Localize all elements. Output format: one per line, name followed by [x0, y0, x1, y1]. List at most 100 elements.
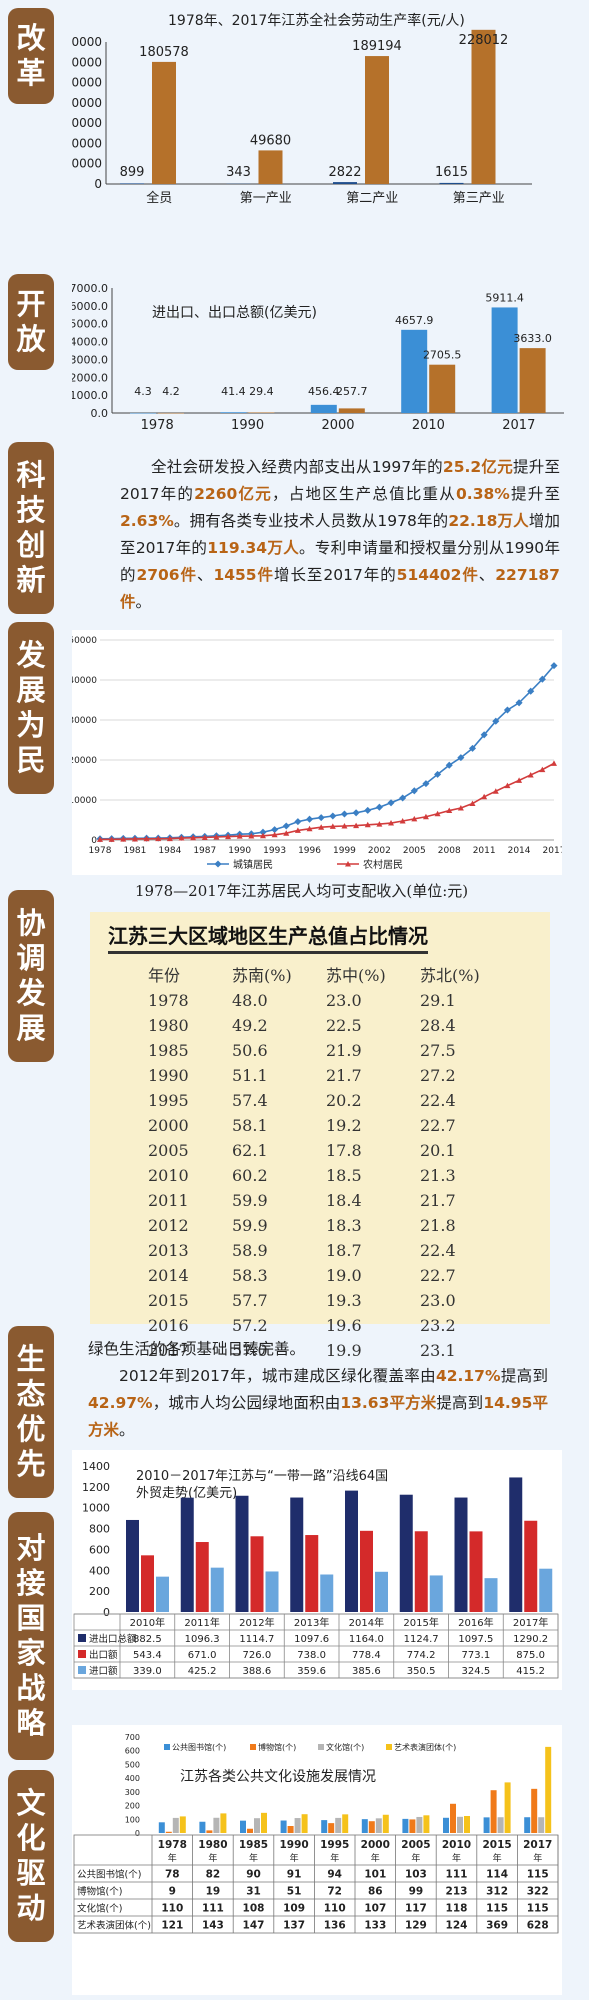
chart4-ytick-label: 400 [89, 1564, 110, 1577]
chart5-year-suffix: 年 [411, 1852, 420, 1864]
chart3-point-rural [166, 835, 173, 842]
table-cell: 22.7 [420, 1116, 456, 1135]
chart3-point-rural [516, 777, 523, 783]
chart5-ytick-label: 700 [125, 1733, 140, 1742]
chart1-category-label: 全员 [146, 190, 172, 206]
chart4-bar-2 [429, 1575, 443, 1612]
chart2-ytick-label: 7000.0 [72, 282, 108, 295]
chart5-table-value: 136 [324, 1920, 346, 1932]
chart3-point-rural [283, 830, 290, 836]
rd-text-20: 。 [135, 593, 152, 611]
chart1-ytick-label: 210000 [72, 35, 102, 49]
chart5-bar-3 [179, 1816, 186, 1833]
chart5-title: 江苏各类公共文化设施发展情况 [180, 1769, 376, 1785]
table-cell: 23.0 [326, 991, 362, 1010]
chart3-legend-marker [214, 860, 222, 868]
chart2-ytick-label: 4000.0 [72, 336, 108, 349]
chart3-point-urban [527, 687, 535, 695]
chart3-point-urban [410, 787, 418, 795]
chart5-table-value: 115 [527, 1903, 549, 1915]
chart5-table-value: 117 [405, 1903, 427, 1915]
chart1-value-label-1978: 1615 [435, 165, 468, 180]
green-intro-line: 绿色生活的各项基础日臻完善。 [88, 1336, 548, 1363]
chart2-ytick-label: 1000.0 [72, 389, 108, 402]
chart2-svg: 0.0 1000.0 2000.0 3000.0 4000.0 5000.0 6000.0 7… [72, 282, 564, 433]
chart4-legend-label: 进出口总额 [89, 1633, 137, 1645]
chart4-table-value: 1290.2 [513, 1634, 548, 1645]
green-intro-text: 绿色生活的各项基础日臻完善。 [88, 1340, 306, 1358]
chart5-bar-2 [538, 1817, 545, 1833]
table-cell: 2017 [148, 1341, 189, 1360]
chart4-ytick-label: 800 [89, 1523, 110, 1536]
chart3-xtick-label: 1978 [89, 846, 112, 856]
chart5-legend-swatch [318, 1744, 324, 1750]
chart3-point-rural [399, 818, 406, 824]
chart4-table-value: 350.5 [407, 1666, 436, 1677]
chart5-bar-3 [342, 1814, 349, 1833]
chart3-point-rural [108, 836, 115, 842]
green-highlight-3: 42.97% [88, 1394, 153, 1412]
chart3-point-rural [329, 823, 336, 829]
chart1-value-label-1978: 2822 [328, 165, 361, 180]
chart5-year-suffix: 年 [493, 1852, 502, 1864]
chart4-bar-1 [250, 1536, 264, 1612]
chart4-bar-0 [399, 1494, 413, 1612]
chart5-table-value: 103 [405, 1869, 427, 1881]
chart2-bar-export [519, 348, 546, 413]
chart1-ytick-label: 180000 [72, 55, 102, 69]
chart5-legend-label: 公共图书馆(个) [172, 1742, 226, 1752]
table-cell: 18.4 [326, 1191, 362, 1210]
table-cell: 51.1 [232, 1066, 268, 1085]
table-cell: 22.7 [420, 1266, 456, 1285]
chart4-bar-1 [469, 1531, 483, 1612]
chart5-table-value: 118 [446, 1903, 468, 1915]
table-row: 2013 58.9 18.7 22.4 [148, 1238, 510, 1263]
table-cell: 21.8 [420, 1216, 456, 1235]
chart5-ytick-label: 400 [125, 1774, 140, 1783]
chart5-bar-3 [301, 1814, 308, 1833]
chart5-table-value: 31 [246, 1886, 261, 1898]
chart3-xtick-label: 2005 [403, 846, 426, 856]
chart4-bar-1 [305, 1535, 319, 1612]
chart3-point-urban [259, 828, 267, 836]
chart3-ytick-label: 40000 [72, 676, 97, 686]
chart4-svg: 0 200 400 600 800 1000 1200 1400 2010－2017年江苏与“一… [73, 1460, 559, 1679]
chart4-ytick-label: 1400 [82, 1460, 110, 1473]
table-row: 2005 62.1 17.8 20.1 [148, 1138, 510, 1163]
chart4-legend-swatch [78, 1666, 86, 1674]
chart5-bar-0 [483, 1817, 490, 1833]
chart5-legend-label: 博物馆(个) [258, 1742, 296, 1752]
chart5-table-value: 108 [243, 1903, 265, 1915]
chart3-point-rural [341, 823, 348, 829]
chart3-xtick-label: 1981 [123, 846, 146, 856]
chart1-ytick-label: 150000 [72, 76, 102, 90]
table-cell: 1985 [148, 1041, 189, 1060]
chart4-category-label: 2010年 [130, 1616, 165, 1629]
income-chart-caption: 1978—2017年江苏居民人均可支配收入(单位:元) [135, 882, 469, 900]
rd-highlight-19: 227187件 [120, 566, 560, 611]
chart5-year-label: 2010 [442, 1839, 471, 1851]
chart3-point-rural [364, 821, 371, 828]
table-cell: 19.9 [326, 1341, 362, 1360]
chart4-bar-2 [484, 1578, 498, 1612]
chart3-point-rural [504, 782, 511, 789]
chart2-ytick-label: 5000.0 [72, 318, 108, 331]
chart3-point-rural [131, 835, 138, 842]
chart3-point-rural [376, 821, 383, 827]
chart2-ytick-label: 0.0 [91, 407, 109, 420]
green-highlight-7: 14.95平方米 [88, 1394, 548, 1439]
chart3-point-rural [318, 824, 325, 830]
chart5-table-value: 72 [327, 1886, 342, 1898]
rd-text-8: 。拥有各类专业技术人员数从1978年的 [173, 512, 449, 530]
table-cell: 23.0 [420, 1291, 456, 1310]
section-seal-xietiao: 协调发展 [8, 890, 54, 1062]
chart5-table-value: 109 [283, 1903, 305, 1915]
table-cell: 18.5 [326, 1166, 362, 1185]
rd-text-14: 、 [197, 566, 214, 584]
chart3-point-rural [190, 834, 197, 841]
chart5-bar-1 [531, 1788, 538, 1833]
chart4-legend-swatch [78, 1634, 86, 1642]
chart4-table-value: 1124.7 [404, 1634, 439, 1645]
chart3-svg: 0 10000 20000 30000 40000 50000 1978 1981 1984 19… [72, 636, 562, 871]
